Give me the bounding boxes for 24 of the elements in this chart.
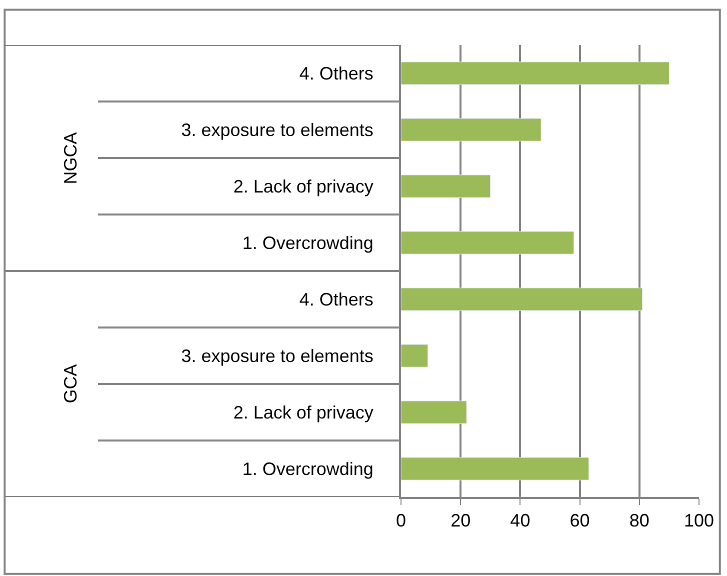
y-tick-label: 3. exposure to elements xyxy=(181,120,374,140)
bar xyxy=(401,118,542,142)
bar xyxy=(401,174,491,198)
text: GCA xyxy=(60,364,80,404)
y-tick-label: 3. exposure to elements xyxy=(181,346,374,366)
x-tick-label: 40 xyxy=(510,510,530,531)
y-tick-label: 1. Overcrowding xyxy=(242,233,374,254)
x-tick-label: 60 xyxy=(570,510,590,531)
x-tick-label: 0 xyxy=(396,510,406,531)
x-tick-label: 80 xyxy=(629,510,650,531)
bar xyxy=(401,288,643,311)
bar xyxy=(401,231,574,254)
y-tick-label: 2. Lack of privacy xyxy=(233,176,374,197)
bar xyxy=(401,62,670,85)
bar xyxy=(401,457,589,480)
bar xyxy=(401,400,467,424)
y-tick-label: 2. Lack of privacy xyxy=(233,402,374,423)
x-tick-label: 20 xyxy=(450,510,471,531)
y-tick-label: 4. Others xyxy=(299,64,374,84)
bar xyxy=(401,344,428,368)
y-tick-label: 4. Others xyxy=(299,290,374,310)
y-tick-label: 1. Overcrowding xyxy=(242,459,374,480)
text: NGCA xyxy=(60,132,80,184)
x-tick-label: 100 xyxy=(684,510,714,531)
